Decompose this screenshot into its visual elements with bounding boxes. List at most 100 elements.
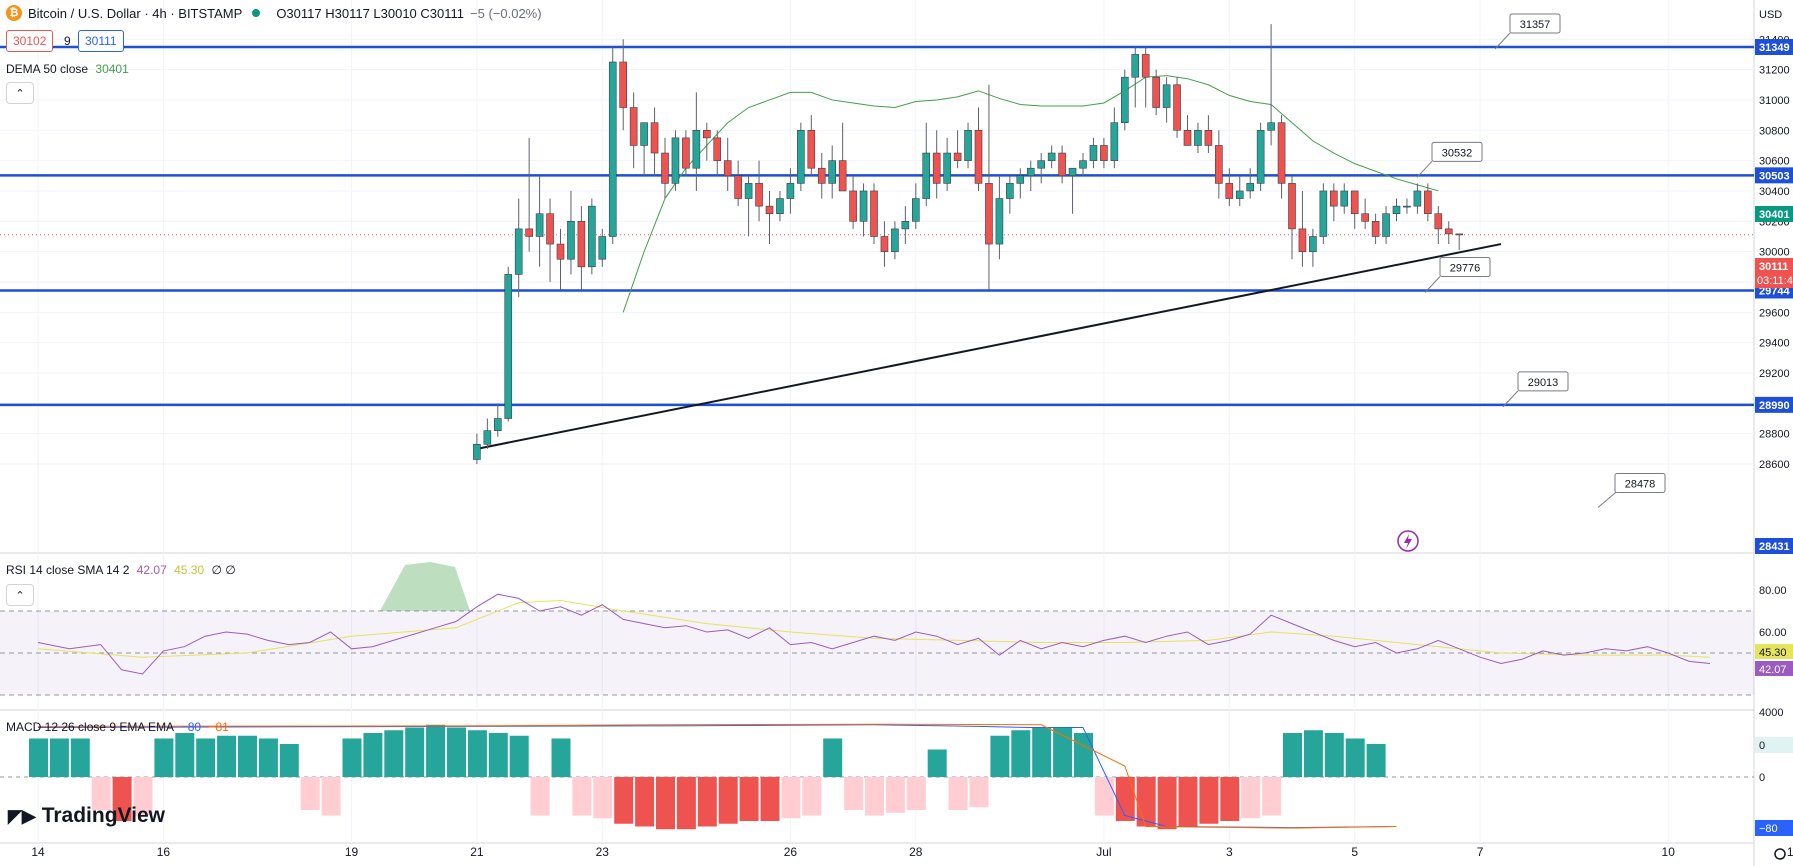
macd-histogram-bar	[467, 730, 487, 777]
macd-histogram-bar	[488, 733, 508, 777]
trend-line	[476, 243, 1502, 450]
macd-histogram-bar	[823, 738, 843, 777]
candle-body	[1204, 129, 1213, 146]
candle-body	[765, 205, 774, 215]
candle-body	[1455, 233, 1463, 236]
candle-body	[671, 137, 680, 184]
candle-body	[473, 444, 481, 460]
rsi-axis-label: 42.07	[1759, 664, 1787, 676]
date-tick-label: 21	[470, 845, 484, 859]
macd-histogram-bar	[1220, 777, 1240, 821]
callout-label: 28478	[1625, 479, 1656, 491]
candle-body	[598, 236, 607, 260]
macd-histogram-bar	[1094, 777, 1114, 816]
price-tick-label: 29200	[1759, 368, 1790, 380]
candle-body	[525, 228, 533, 237]
candle-body	[734, 175, 742, 199]
callout-box	[1517, 371, 1569, 392]
macd-histogram-bar	[781, 777, 801, 819]
rsi-overbought-fill	[380, 562, 470, 611]
macd-histogram-bar	[656, 777, 675, 830]
collapse-rsi-button[interactable]: ⌃	[6, 584, 34, 606]
candle-body	[608, 61, 617, 237]
rsi-legend[interactable]: RSI 14 close SMA 14 2 42.07 45.30 ∅ ∅	[6, 563, 236, 577]
macd-histogram-bar	[530, 777, 550, 816]
level-price-label: 28990	[1759, 400, 1790, 412]
macd-neg-tag	[1755, 820, 1793, 836]
candle-body	[1444, 228, 1453, 235]
macd-label: MACD 12 26 close 9 EMA EMA	[6, 720, 174, 734]
bid-price-box[interactable]: 30102	[6, 30, 54, 52]
signal-line	[37, 723, 1397, 829]
candle-body	[556, 243, 565, 260]
candle-body	[1026, 167, 1035, 177]
rsi-value: 42.07	[136, 563, 167, 577]
macd-histogram-bar	[1199, 777, 1219, 824]
rsi-label: RSI 14 close SMA 14 2	[6, 563, 130, 577]
callout-box	[1614, 473, 1666, 494]
candle-body	[1424, 190, 1432, 215]
candle-body	[1068, 167, 1077, 177]
macd-legend[interactable]: MACD 12 26 close 9 EMA EMA −80 −81	[6, 720, 229, 734]
dema-legend[interactable]: DEMA 50 close 30401	[6, 62, 129, 76]
macd-histogram-bar	[300, 777, 320, 810]
callout-label: 29776	[1450, 262, 1481, 274]
candle-body	[828, 160, 837, 184]
collapse-legend-button[interactable]: ⌃	[6, 82, 34, 104]
macd-histogram-bar	[802, 777, 822, 816]
macd-histogram-bar	[1345, 738, 1365, 777]
callout-label: 31357	[1520, 19, 1551, 31]
candle-body	[776, 198, 784, 215]
bitcoin-icon: ₿	[6, 5, 22, 21]
candle-body	[1058, 152, 1066, 177]
date-tick-label: 5	[1351, 845, 1358, 859]
macd-histogram-bar	[29, 738, 48, 777]
axis-price-label: 28431	[1759, 541, 1790, 553]
candle-body	[1403, 205, 1411, 208]
rsi-extra: ∅ ∅	[211, 563, 236, 577]
chevron-up-icon: ⌃	[15, 589, 25, 602]
callout-pointer	[1597, 490, 1619, 508]
candle-body	[1215, 145, 1223, 184]
macd-histogram-bar	[154, 738, 174, 777]
macd-histogram-bar	[91, 777, 111, 810]
macd-histogram-bar	[1053, 727, 1073, 777]
candle-body	[1183, 129, 1192, 146]
level-price-tag	[1755, 396, 1793, 413]
macd-histogram-bar	[217, 735, 237, 777]
symbol-title[interactable]: Bitcoin / U.S. Dollar · 4h · BITSTAMP	[28, 5, 243, 21]
dema-line	[622, 75, 1439, 313]
date-tick-label: Jul	[1096, 845, 1111, 859]
date-tick-label: 26	[784, 845, 798, 859]
macd-histogram-bar	[614, 777, 634, 824]
date-tick-label: 16	[157, 845, 171, 859]
candle-body	[588, 205, 596, 268]
callout-pointer	[1494, 32, 1511, 50]
candle-body	[859, 190, 868, 222]
candle-body	[640, 122, 648, 146]
candle-body	[1392, 205, 1401, 215]
candle-body	[1100, 145, 1108, 161]
candle-body	[1434, 213, 1443, 230]
macd-histogram-bar	[1366, 744, 1386, 777]
rsi-axis-tag	[1755, 661, 1793, 676]
candle-body	[849, 190, 857, 222]
macd-histogram-bar	[405, 727, 425, 777]
callout-box	[1509, 13, 1561, 34]
candle-body	[702, 129, 711, 139]
candle-body	[1235, 190, 1244, 199]
candle-body	[786, 183, 795, 199]
date-tick-label: 28	[909, 845, 923, 859]
candle-body	[1194, 129, 1202, 146]
candle-body	[807, 129, 816, 169]
tradingview-logo[interactable]: ◤▶ TradingView	[8, 804, 165, 828]
candle-body	[692, 129, 701, 169]
date-tick-label: 14	[31, 845, 45, 859]
callout-box	[1431, 141, 1483, 162]
ask-price-box[interactable]: 30111	[78, 30, 124, 52]
macd-histogram-bar	[321, 777, 341, 816]
candle-body	[1267, 122, 1275, 131]
candle-body	[838, 160, 847, 192]
callout-pointer	[1424, 276, 1441, 293]
